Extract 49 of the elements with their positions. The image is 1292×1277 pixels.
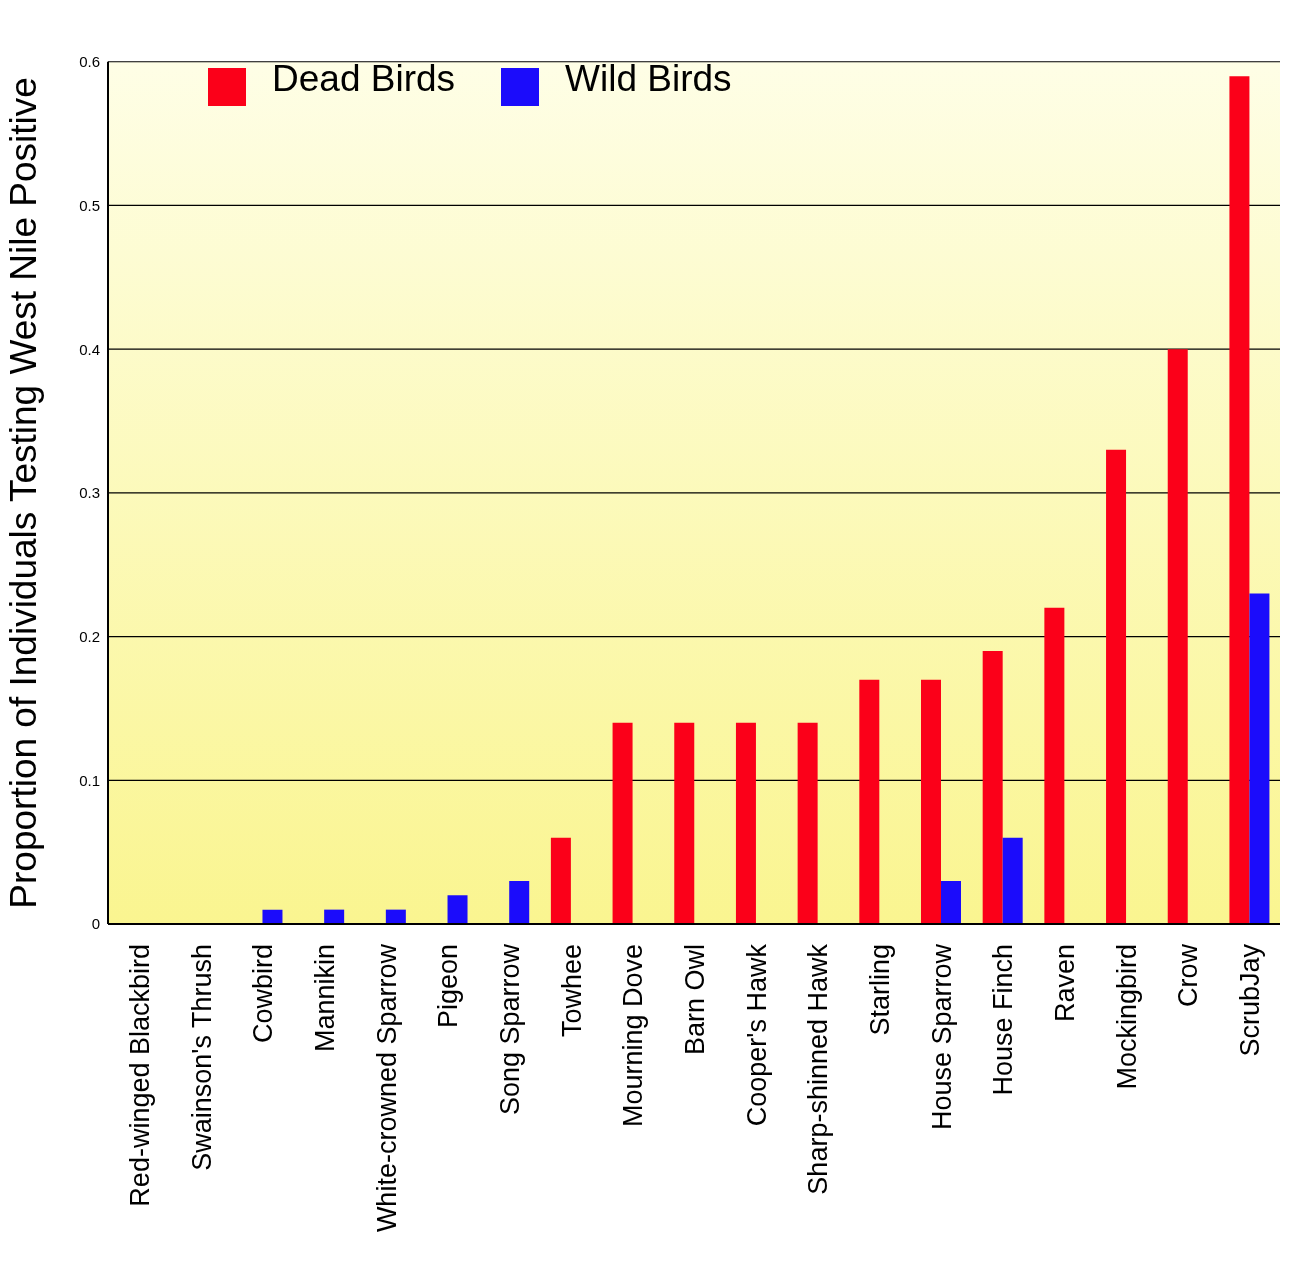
bar — [385, 909, 406, 924]
y-tick-label: 0.6 — [79, 53, 100, 71]
bar — [1002, 837, 1023, 924]
x-tick-label: Pigeon — [433, 944, 464, 1029]
bar — [1249, 593, 1270, 924]
bar — [550, 837, 571, 924]
x-tick-label: White-crowned Sparrow — [371, 943, 402, 1233]
bar — [735, 722, 756, 924]
bar — [941, 880, 961, 924]
bar — [324, 909, 345, 924]
bar — [797, 722, 818, 924]
x-tick-label: Cooper's Hawk — [741, 943, 772, 1127]
y-tick-label: 0 — [91, 915, 100, 933]
y-tick-label: 0.5 — [79, 196, 100, 214]
x-tick-label: Starling — [865, 944, 896, 1036]
x-tick-label: Song Sparrow — [494, 943, 525, 1116]
bar — [859, 679, 880, 924]
bar — [612, 722, 633, 924]
bar — [1167, 349, 1188, 924]
x-tick-label: Barn Owl — [680, 944, 710, 1056]
x-tick-label: Towhee — [556, 944, 587, 1038]
bar — [262, 909, 283, 924]
x-tick-label: Red-winged Blackbird — [124, 944, 155, 1207]
bar — [982, 650, 1003, 924]
y-tick-label: 0.3 — [79, 484, 100, 502]
x-tick-label: ScrubJay — [1235, 943, 1266, 1057]
x-tick-label: Swainson's Thrush — [186, 944, 217, 1171]
bar — [447, 895, 468, 924]
bar — [1229, 76, 1250, 924]
bar — [674, 722, 695, 924]
bar — [1106, 449, 1127, 924]
y-tick-label: 0.1 — [79, 771, 100, 789]
bar — [509, 880, 530, 924]
x-tick-label: Sharp-shinned Hawk — [803, 943, 834, 1195]
x-tick-label: Crow — [1173, 943, 1204, 1008]
x-tick-label: Mannikin — [309, 944, 340, 1053]
x-tick-label: Raven — [1050, 944, 1081, 1023]
bar — [1044, 607, 1065, 924]
legend-label: Wild Birds — [565, 58, 732, 99]
x-tick-label: Mourning Dove — [618, 944, 649, 1128]
legend-label: Dead Birds — [272, 58, 456, 99]
y-tick-label: 0.2 — [79, 627, 100, 645]
x-tick-label: House Sparrow — [926, 943, 957, 1131]
x-tick-label: Cowbird — [248, 944, 279, 1044]
y-axis-title: Proportion of Individuals Testing West Nile Positive — [3, 77, 45, 909]
bar — [921, 679, 941, 924]
x-tick-label: Mockingbird — [1111, 944, 1142, 1090]
y-tick-label: 0.4 — [79, 340, 100, 358]
x-tick-label: House Finch — [988, 944, 1019, 1096]
